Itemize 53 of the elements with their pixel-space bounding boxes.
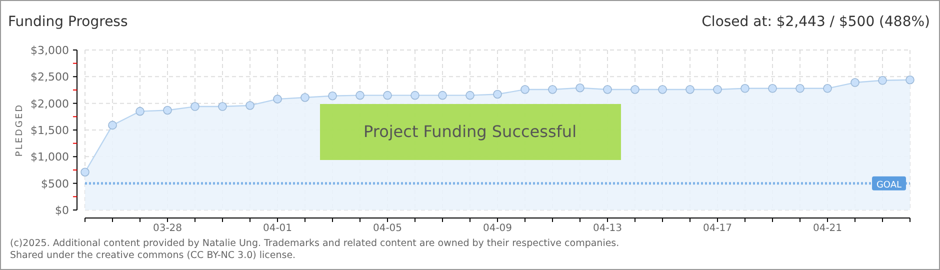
annotation: Project Funding Successful: [363, 122, 577, 141]
point: [108, 120, 117, 130]
point: [740, 84, 750, 93]
x-tick-label: 04-05: [372, 223, 402, 234]
chart-subtitle: Closed at: $2,443 / $500 (488%): [702, 14, 930, 30]
point: [466, 90, 474, 100]
y-tick-label: $0: [55, 204, 69, 217]
point: [686, 85, 694, 94]
point: [796, 84, 804, 93]
ref-line-label: GOAL: [876, 180, 902, 190]
point: [878, 76, 887, 85]
point: [906, 75, 914, 84]
point: [136, 106, 144, 116]
y-axis-title: PLEDGED: [15, 103, 25, 157]
point: [163, 106, 172, 115]
point: [246, 101, 254, 110]
point: [630, 85, 640, 94]
text: Shared under the creative commons (CC BY-NC 3.0) license.: [10, 250, 296, 261]
point: [190, 102, 200, 111]
point: [520, 85, 530, 94]
x-tick-label: 04-21: [812, 223, 842, 234]
success-banner: Project Funding Successful: [320, 104, 621, 160]
point: [658, 85, 667, 94]
point: [383, 90, 392, 100]
x-tick-label: 03-28: [152, 223, 182, 234]
point: [273, 94, 282, 104]
point: [328, 91, 337, 100]
point: [410, 90, 420, 100]
x-tick-label: 04-09: [482, 223, 512, 234]
y-tick-label: $2,500: [30, 70, 69, 84]
chart-title: Funding Progress: [8, 14, 128, 30]
point: [493, 90, 502, 99]
text: (c)2025. Additional content provided by Natalie Ung. Trademarks and related content are owned by their respective companies.: [10, 238, 620, 249]
x-tick-label: 04-13: [592, 223, 622, 234]
point: [768, 84, 777, 93]
point: [850, 78, 860, 87]
x-tick-label: 04-17: [702, 223, 732, 234]
y-tick-label: $1,500: [30, 124, 69, 137]
x-tick-label: 04-01: [262, 223, 292, 234]
point: [823, 84, 832, 93]
point: [713, 85, 722, 94]
point: [438, 90, 447, 100]
point: [80, 168, 90, 177]
point: [356, 90, 364, 100]
point: [218, 102, 227, 111]
point: [300, 93, 310, 102]
point: [576, 83, 584, 92]
y-tick-label: $1,000: [30, 150, 69, 164]
point: [603, 85, 612, 94]
y-tick-label: $3,000: [30, 44, 69, 57]
y-tick-label: $2,000: [30, 97, 69, 110]
y-tick-label: $500: [41, 177, 69, 190]
point: [548, 85, 557, 94]
